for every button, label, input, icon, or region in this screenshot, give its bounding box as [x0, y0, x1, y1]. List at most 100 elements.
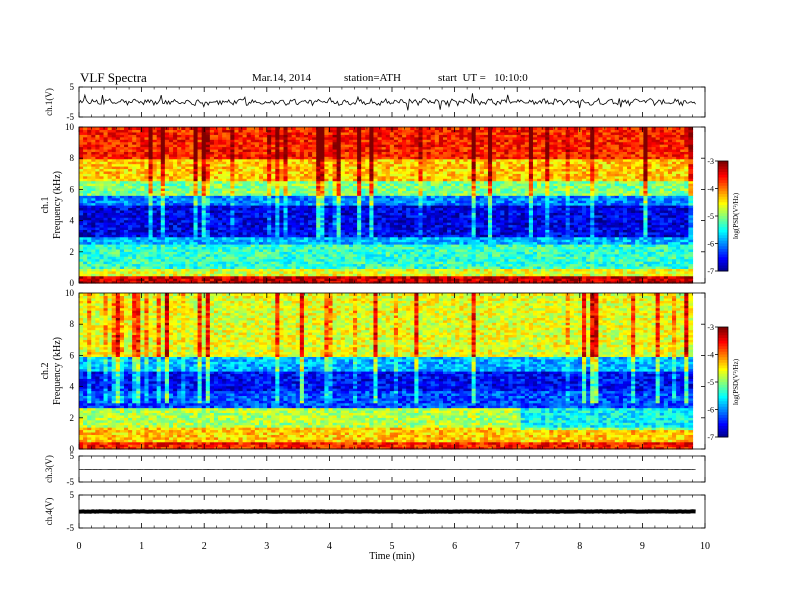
spectrogram-cell — [83, 190, 88, 194]
spectrogram-cell — [103, 146, 109, 150]
spectrogram-cell — [115, 161, 121, 165]
spectrogram-cell — [87, 192, 92, 196]
spectrogram-cell — [107, 226, 113, 230]
spectrogram-cell — [123, 153, 129, 157]
spectrogram-cell — [83, 195, 88, 199]
spectrogram-cell — [254, 127, 260, 131]
spectrogram-cell — [95, 163, 101, 167]
spectrogram-cell — [87, 261, 92, 265]
spectrogram-cell — [111, 224, 117, 228]
spectrogram-cell — [99, 175, 105, 179]
spectrogram-cell — [115, 251, 121, 255]
spectrogram-cell — [115, 241, 121, 245]
spectrogram-cell — [381, 127, 387, 131]
spectrogram-cell — [83, 129, 88, 133]
spectrogram-cell — [128, 192, 133, 196]
spectrogram-cell — [119, 134, 125, 138]
spectrogram-cell — [144, 151, 150, 155]
spectrogram-cell — [128, 190, 133, 194]
spectrogram-cell — [99, 200, 105, 204]
spectrogram-cell — [144, 192, 150, 196]
spectrogram-cell — [148, 256, 154, 260]
spectrogram-cell — [115, 234, 121, 238]
spectrogram-cell — [111, 239, 117, 243]
spectrogram-cell — [111, 141, 117, 145]
spectrogram-cell — [148, 205, 154, 209]
spectrogram-cell — [123, 273, 129, 277]
spectrogram-cell — [115, 185, 121, 189]
spectrogram-cell — [123, 127, 129, 131]
spectrogram-cell — [91, 253, 96, 257]
spectrogram-cell — [87, 222, 92, 226]
spectrogram-cell — [148, 187, 154, 191]
spectrogram-cell — [95, 207, 101, 211]
spectrogram-cell — [107, 127, 113, 131]
spectrogram-cell — [336, 127, 342, 131]
spectrogram-cell — [103, 187, 109, 191]
spectrogram-cell — [99, 146, 105, 150]
spectrogram-cell — [132, 258, 137, 262]
spectrogram-cell — [123, 131, 129, 135]
spectrogram-cell — [128, 187, 133, 191]
spectrogram-cell — [128, 231, 133, 235]
spectrogram-cell — [140, 185, 146, 189]
spectrogram-cell — [99, 248, 105, 252]
spectrogram-cell — [79, 141, 84, 145]
spectrogram-cell — [123, 134, 129, 138]
spectrogram-cell — [103, 212, 109, 216]
spectrogram-cell — [136, 139, 141, 143]
spectrogram-cell — [136, 180, 141, 184]
spectrogram-cell — [115, 246, 121, 250]
spectrogram-cell — [148, 273, 154, 277]
spectrogram-cell — [152, 185, 158, 189]
spectrogram-cell — [103, 195, 109, 199]
spectrogram-cell — [123, 236, 129, 240]
spectrogram-cell — [79, 183, 84, 187]
spectrogram-cell — [115, 217, 121, 221]
spectrogram-cell — [87, 275, 92, 279]
spectrogram-cell — [136, 168, 141, 172]
spectrogram-cell — [152, 175, 158, 179]
spectrogram-cell — [103, 219, 109, 223]
spectrogram-cell — [83, 248, 88, 252]
spectrogram-cell — [91, 139, 96, 143]
spectrogram-cell — [115, 280, 121, 284]
spectrogram-cell — [136, 229, 141, 233]
spectrogram-cell — [99, 127, 105, 131]
spectrogram-cell — [164, 127, 170, 131]
spectrogram-cell — [99, 141, 105, 145]
spectrogram-cell — [79, 195, 84, 199]
spectrogram-cell — [111, 258, 117, 262]
spectrogram-cell — [95, 200, 101, 204]
spectrogram-cell — [103, 178, 109, 182]
spectrogram-cell — [119, 180, 125, 184]
spectrogram-cell — [119, 256, 125, 260]
spectrogram-cell — [103, 231, 109, 235]
spectrogram-cell — [79, 151, 84, 155]
spectrogram-cell — [95, 173, 101, 177]
spectrogram-cell — [152, 183, 158, 187]
spectrogram-cell — [132, 175, 137, 179]
spectrogram-cell — [148, 275, 154, 279]
spectrogram-cell — [156, 246, 162, 250]
spectrogram-cell — [79, 229, 84, 233]
spectrogram-cell — [119, 190, 125, 194]
spectrogram-cell — [107, 256, 113, 260]
spectrogram-cell — [156, 187, 162, 191]
spectrogram-cell — [103, 236, 109, 240]
spectrogram-cell — [353, 127, 358, 131]
spectrogram-cell — [91, 178, 96, 182]
spectrogram-cell — [99, 270, 105, 274]
spectrogram-cell — [136, 190, 141, 194]
spectrogram-cell — [140, 278, 146, 282]
spectrogram-cell — [136, 170, 141, 174]
spectrogram-cell — [123, 207, 129, 211]
spectrogram-cell — [222, 127, 227, 131]
spectrogram-cell — [87, 163, 92, 167]
spectrogram-cell — [91, 197, 96, 201]
spectrogram-cell — [103, 261, 109, 265]
spectrogram-cell — [107, 129, 113, 133]
spectrogram-cell — [132, 202, 137, 206]
spectrogram-cell — [91, 144, 96, 148]
spectrogram-cell — [95, 239, 101, 243]
